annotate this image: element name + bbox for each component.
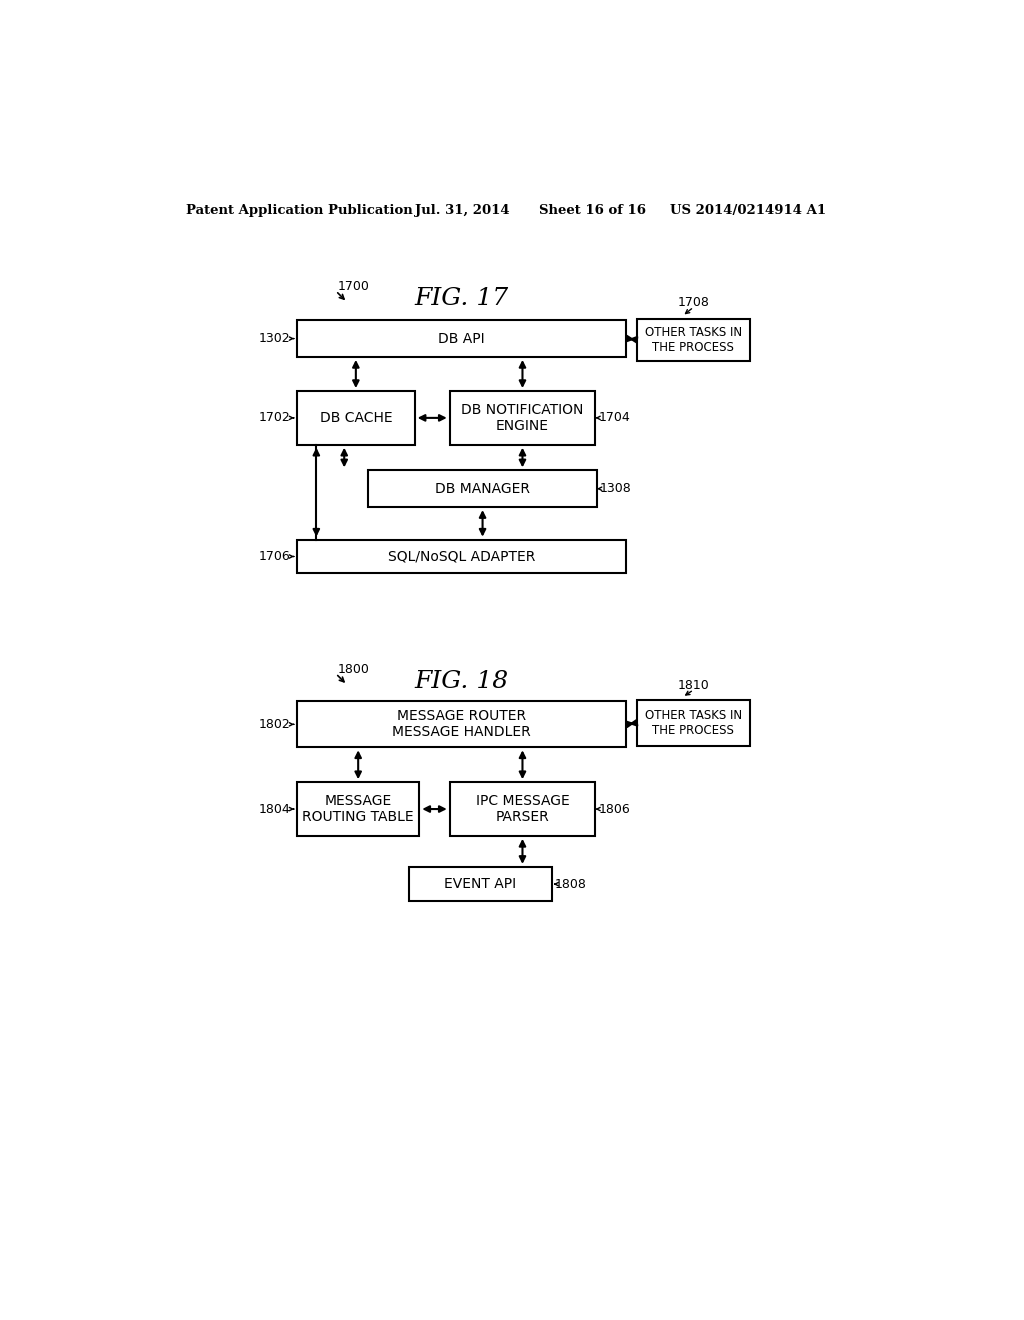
Text: 1806: 1806 [598, 803, 630, 816]
Bar [637, 700, 750, 746]
Text: 1708: 1708 [678, 296, 710, 309]
Text: DB MANAGER: DB MANAGER [435, 482, 530, 496]
Text: FIG. 17: FIG. 17 [414, 286, 508, 310]
Bar [637, 318, 750, 360]
Text: US 2014/0214914 A1: US 2014/0214914 A1 [671, 205, 826, 218]
Text: EVENT API: EVENT API [444, 876, 516, 891]
Bar [297, 701, 627, 747]
Text: DB CACHE: DB CACHE [319, 411, 392, 425]
Bar [450, 391, 595, 445]
Text: 1706: 1706 [259, 550, 291, 564]
Text: OTHER TASKS IN
THE PROCESS: OTHER TASKS IN THE PROCESS [645, 709, 742, 737]
Text: DB NOTIFICATION
ENGINE: DB NOTIFICATION ENGINE [461, 403, 584, 433]
Text: 1800: 1800 [337, 663, 369, 676]
Text: 1808: 1808 [555, 878, 587, 891]
Text: 1802: 1802 [259, 718, 291, 731]
Text: MESSAGE ROUTER
MESSAGE HANDLER: MESSAGE ROUTER MESSAGE HANDLER [392, 709, 531, 739]
Text: Jul. 31, 2014: Jul. 31, 2014 [415, 205, 509, 218]
Text: Sheet 16 of 16: Sheet 16 of 16 [539, 205, 646, 218]
Text: Patent Application Publication: Patent Application Publication [186, 205, 413, 218]
Text: 1810: 1810 [678, 678, 710, 692]
Bar [297, 321, 627, 358]
Bar [450, 781, 595, 836]
Text: 1302: 1302 [259, 333, 291, 345]
Text: 1804: 1804 [259, 803, 291, 816]
Text: OTHER TASKS IN
THE PROCESS: OTHER TASKS IN THE PROCESS [645, 326, 742, 354]
Bar [297, 540, 627, 573]
Text: MESSAGE
ROUTING TABLE: MESSAGE ROUTING TABLE [302, 793, 414, 824]
Text: 1702: 1702 [259, 412, 291, 425]
Text: 1704: 1704 [598, 412, 630, 425]
Bar [297, 391, 415, 445]
Text: 1308: 1308 [600, 482, 632, 495]
Bar [297, 781, 420, 836]
Bar [369, 470, 597, 507]
Text: SQL/NoSQL ADAPTER: SQL/NoSQL ADAPTER [388, 549, 536, 564]
Bar [409, 867, 552, 902]
Text: FIG. 18: FIG. 18 [414, 671, 508, 693]
Text: DB API: DB API [438, 331, 485, 346]
Text: 1700: 1700 [337, 280, 369, 293]
Text: IPC MESSAGE
PARSER: IPC MESSAGE PARSER [475, 793, 569, 824]
